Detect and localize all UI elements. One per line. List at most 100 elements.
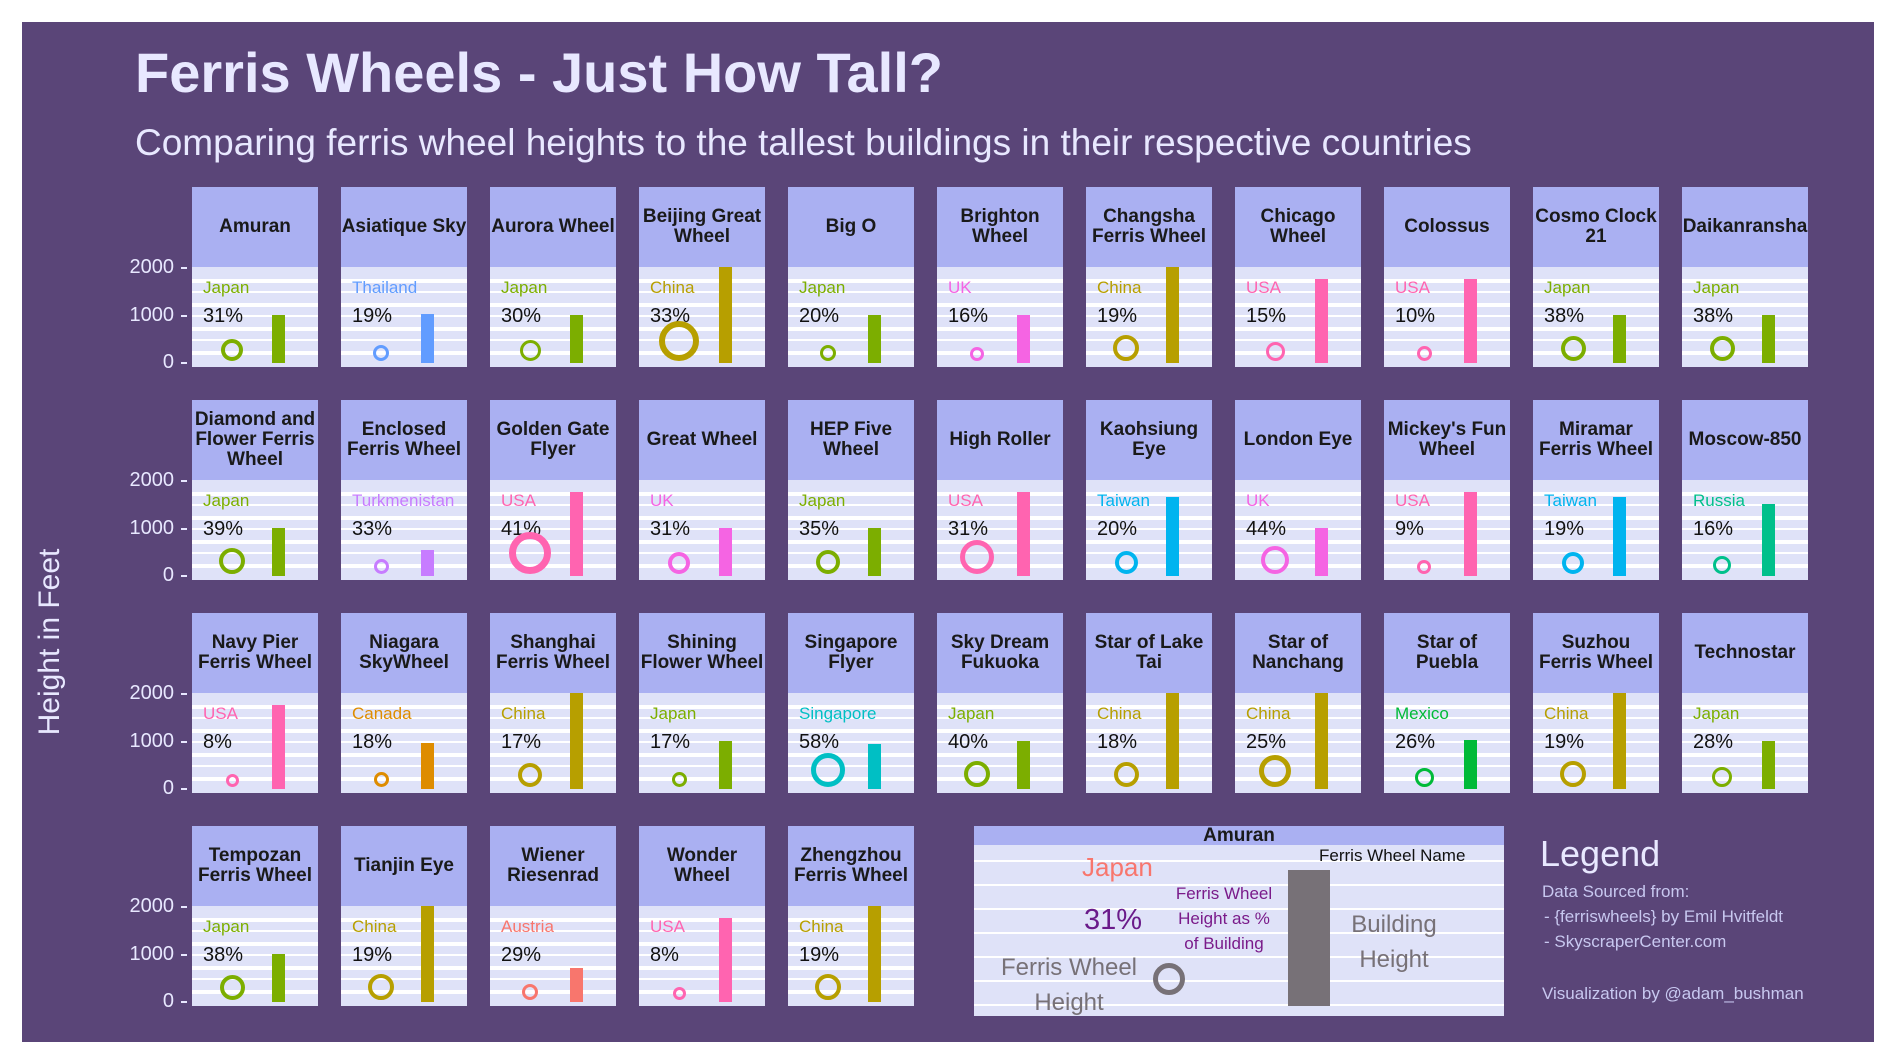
country-label: Japan [203, 917, 250, 936]
building-bar [719, 741, 732, 789]
gridline [490, 279, 616, 283]
gridline [1086, 303, 1212, 307]
gridline [788, 327, 914, 331]
ferris-wheel-circle [970, 347, 984, 361]
building-bar [1017, 315, 1030, 363]
panel-title: Shanghai Ferris Wheel [495, 632, 611, 673]
country-label: Japan [799, 278, 846, 297]
gridline [341, 327, 467, 331]
gridline [341, 564, 467, 568]
panel-title: Navy Pier Ferris Wheel [197, 632, 313, 673]
y-tick-mark [181, 906, 187, 908]
gridline [1086, 729, 1212, 733]
gridline-minor [1384, 717, 1510, 719]
building-bar [1464, 279, 1477, 363]
panel-title: Diamond and Flower Ferris Wheel [194, 409, 316, 470]
gridline [639, 516, 765, 520]
gridline [192, 303, 318, 307]
building-bar [1166, 497, 1179, 576]
gridline-minor [937, 765, 1063, 767]
panel: USA 41% [490, 480, 616, 580]
gridline-minor [341, 528, 467, 530]
building-bar [719, 267, 732, 363]
building-bar [868, 744, 881, 789]
panel-header: Singapore Flyer [788, 613, 914, 693]
panel-title: Niagara SkyWheel [359, 632, 449, 673]
ferris-wheel-circle [225, 774, 239, 787]
gridline-minor [341, 978, 467, 980]
gridline [937, 729, 1063, 733]
country-label: UK [948, 278, 972, 297]
country-label: Russia [1693, 491, 1745, 510]
gridline [1235, 753, 1361, 757]
country-label: Turkmenistan [352, 491, 455, 510]
gridline [639, 327, 765, 331]
gridline-minor [639, 315, 765, 317]
gridline [1682, 564, 1808, 568]
gridline [341, 705, 467, 709]
ferris-wheel-circle [373, 559, 389, 574]
y-tick-mark [181, 267, 187, 269]
gridline-minor [937, 315, 1063, 317]
ferris-wheel-circle [1562, 552, 1584, 574]
gridline [639, 351, 765, 355]
ferris-wheel-circle [820, 345, 836, 361]
gridline [1533, 777, 1659, 781]
gridline-minor [788, 315, 914, 317]
gridline-minor [639, 528, 765, 530]
country-label: Japan [799, 491, 846, 510]
panel: Japan 28% [1682, 693, 1808, 793]
country-label: Japan [948, 704, 995, 723]
building-bar [1762, 504, 1775, 576]
panel-header: Mickey's Fun Wheel [1384, 400, 1510, 480]
gridline [639, 303, 765, 307]
gridline [639, 990, 765, 994]
panel-title: HEP Five Wheel [809, 419, 893, 460]
gridline [937, 327, 1063, 331]
gridline [639, 966, 765, 970]
building-bar [1017, 741, 1030, 789]
pct-label: 29% [501, 944, 542, 966]
gridline [639, 942, 765, 946]
gridline-minor [1384, 291, 1510, 293]
panel-title: Moscow-850 [1688, 429, 1802, 450]
gridline-minor [788, 528, 914, 530]
ferris-wheel-circle [1259, 755, 1291, 787]
gridline [341, 918, 467, 922]
gridline-minor [1682, 315, 1808, 317]
gridline [1384, 777, 1510, 781]
building-bar [1613, 693, 1626, 789]
gridline [1384, 279, 1510, 283]
gridline [341, 303, 467, 307]
gridline [1533, 492, 1659, 496]
gridline [1533, 279, 1659, 283]
gridline [341, 966, 467, 970]
legend-label-pct-3: of Building [1184, 934, 1264, 953]
ferris-wheel-circle [221, 339, 243, 361]
country-label: UK [650, 491, 674, 510]
country-label: Japan [501, 278, 548, 297]
gridline-minor [490, 741, 616, 743]
country-label: Austria [501, 917, 554, 936]
pct-label: 31% [650, 518, 691, 540]
gridline-minor [788, 978, 914, 980]
gridline [1086, 753, 1212, 757]
building-bar [1017, 492, 1030, 576]
gridline-minor [1086, 717, 1212, 719]
panel-header: Sky Dream Fukuoka [937, 613, 1063, 693]
panel: China 19% [788, 906, 914, 1006]
gridline-minor [490, 954, 616, 956]
pct-label: 18% [352, 731, 393, 753]
gridline [788, 279, 914, 283]
gridline [341, 990, 467, 994]
building-bar [421, 743, 434, 789]
panel: Japan 17% [639, 693, 765, 793]
panel-title: Aurora Wheel [491, 216, 615, 237]
gridline-minor [639, 717, 765, 719]
gridline [1533, 516, 1659, 520]
panel-title: Mickey's Fun Wheel [1387, 419, 1507, 460]
panel: China 19% [341, 906, 467, 1006]
country-label: Mexico [1395, 704, 1449, 723]
panel-title: Chicago Wheel [1260, 206, 1336, 247]
gridline-minor [639, 552, 765, 554]
